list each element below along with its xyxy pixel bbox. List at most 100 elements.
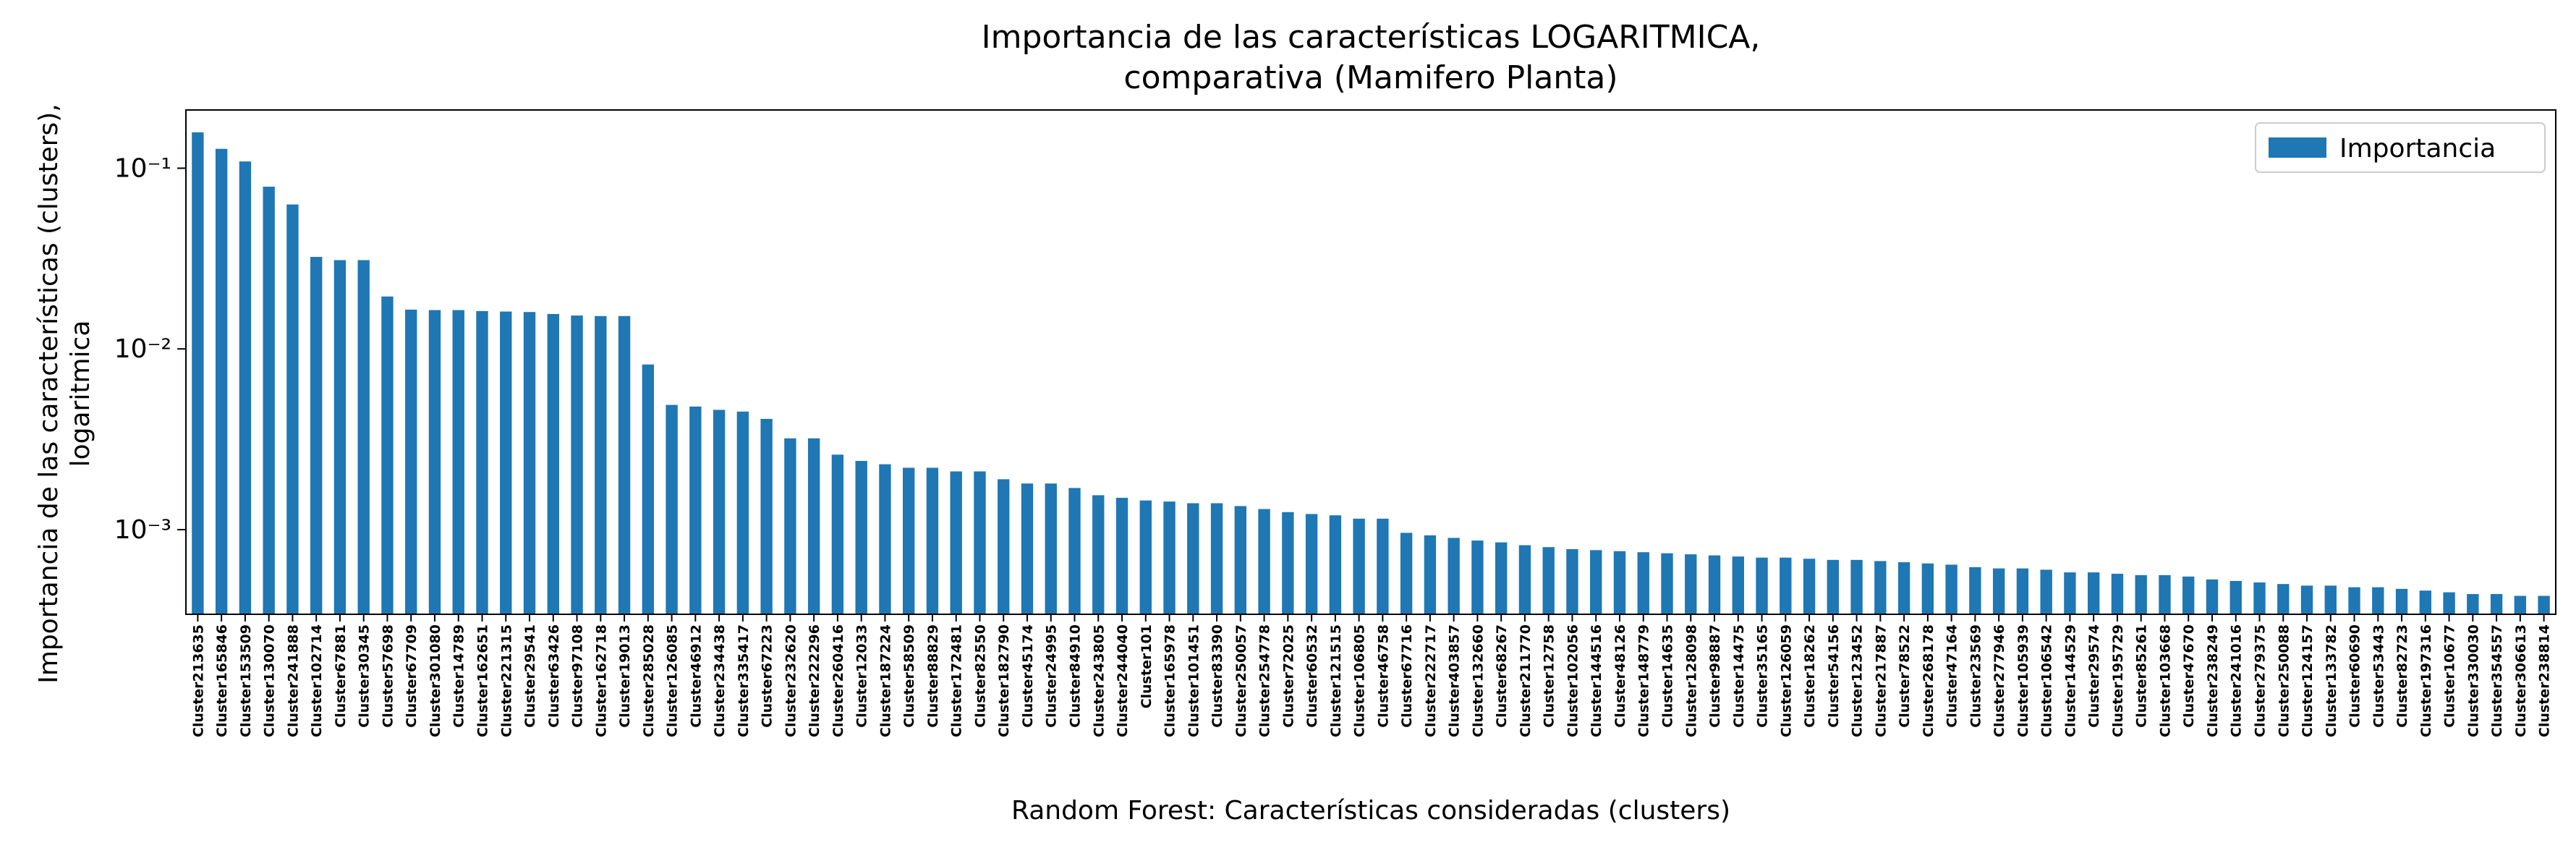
x-tick-label: Cluster162718 xyxy=(593,624,609,737)
x-tick-label: Cluster53443 xyxy=(2371,624,2386,728)
bar xyxy=(1045,483,1057,614)
x-tick-label: Cluster232620 xyxy=(783,624,799,737)
x-tick-label: Cluster268178 xyxy=(1921,624,1937,737)
bar xyxy=(2514,595,2527,614)
x-tick-label: Cluster19013 xyxy=(617,624,633,728)
bar xyxy=(357,260,370,614)
x-tick-label: Cluster106805 xyxy=(1352,624,1368,737)
x-tick-label: Cluster97108 xyxy=(570,624,586,728)
x-tick-label: Cluster102056 xyxy=(1565,624,1581,737)
bar xyxy=(1708,555,1721,614)
x-tick-label: Cluster47164 xyxy=(1944,624,1960,728)
x-tick-label: Cluster144529 xyxy=(2062,624,2078,737)
bar xyxy=(1590,550,1602,614)
legend-box xyxy=(2255,122,2546,173)
bar xyxy=(618,315,631,614)
x-tick-label: Cluster126085 xyxy=(665,624,681,737)
x-tick-label: Cluster330030 xyxy=(2465,624,2481,737)
x-tick-label: Cluster241016 xyxy=(2229,624,2245,737)
bar xyxy=(263,187,275,614)
bar xyxy=(902,467,915,614)
y-tick-label: 10⁻¹ xyxy=(114,153,171,183)
x-tick-label: Cluster12033 xyxy=(854,624,870,728)
bar xyxy=(2253,582,2266,614)
bar xyxy=(1329,515,1342,614)
x-tick-label: Cluster67709 xyxy=(404,624,420,728)
x-tick-label: Cluster60690 xyxy=(2347,624,2363,728)
x-tick-label: Cluster101451 xyxy=(1186,624,1202,737)
bar xyxy=(1827,559,1840,614)
y-tick-label: 10⁻² xyxy=(114,334,171,364)
bar xyxy=(1163,501,1176,614)
x-tick-label: Cluster403857 xyxy=(1447,624,1463,737)
bar xyxy=(1305,514,1318,614)
bar xyxy=(2538,595,2550,614)
x-tick-label: Cluster78522 xyxy=(1897,624,1913,728)
x-tick-label: Cluster103668 xyxy=(2157,624,2173,737)
bar xyxy=(1921,563,1934,614)
x-tick-label: Cluster217887 xyxy=(1873,624,1889,737)
bar xyxy=(310,257,323,614)
bar xyxy=(1353,518,1365,614)
bar xyxy=(452,310,464,614)
x-tick-label: Cluster197316 xyxy=(2418,624,2434,737)
plot-frame xyxy=(185,109,2556,615)
x-tick-label: Cluster23569 xyxy=(1968,624,1984,728)
x-tick-label: Cluster82550 xyxy=(972,624,988,728)
bar xyxy=(831,454,844,614)
bar xyxy=(2064,572,2076,614)
x-tick-label: Cluster162651 xyxy=(475,624,491,737)
x-tick-label: Cluster306613 xyxy=(2513,624,2529,737)
bar xyxy=(950,471,962,614)
x-tick-label: Cluster54156 xyxy=(1826,624,1842,728)
bar xyxy=(1874,561,1887,614)
bar xyxy=(1187,503,1199,614)
bar xyxy=(547,313,559,614)
x-tick-label: Cluster244040 xyxy=(1115,624,1131,737)
x-tick-label: Cluster195729 xyxy=(2110,624,2126,737)
bar xyxy=(1637,552,1649,614)
bar xyxy=(1448,538,1460,614)
bar xyxy=(1234,506,1247,614)
x-tick-label: Cluster105939 xyxy=(2015,624,2031,737)
x-tick-label: Cluster63426 xyxy=(546,624,562,728)
x-tick-label: Cluster277946 xyxy=(1991,624,2007,737)
x-tick-label: Cluster46758 xyxy=(1375,624,1391,728)
x-tick-label: Cluster67716 xyxy=(1399,624,1415,728)
x-tick-label: Cluster35165 xyxy=(1755,624,1771,728)
x-tick-label: Cluster241888 xyxy=(285,624,301,737)
x-tick-label: Cluster132660 xyxy=(1470,624,1486,737)
bar xyxy=(500,311,512,614)
bar xyxy=(239,161,252,614)
x-tick-label: Cluster254778 xyxy=(1257,624,1273,737)
bar xyxy=(571,315,583,614)
x-tick-label: Cluster98887 xyxy=(1707,624,1723,728)
bar xyxy=(1756,557,1768,614)
x-tick-label: Cluster102714 xyxy=(309,624,325,737)
bar xyxy=(1115,498,1128,614)
bar xyxy=(879,464,891,614)
x-tick-label: Cluster58509 xyxy=(901,624,917,728)
x-tick-label: Cluster130070 xyxy=(262,624,278,737)
bar xyxy=(1992,568,2005,614)
x-tick-label: Cluster67881 xyxy=(333,624,349,728)
x-tick-label: Cluster12758 xyxy=(1542,624,1557,728)
bar xyxy=(2348,587,2360,614)
bar xyxy=(2206,579,2219,614)
x-tick-label: Cluster250088 xyxy=(2276,624,2292,737)
legend-label: Importancia xyxy=(2339,134,2496,164)
x-tick-label: Cluster60532 xyxy=(1304,624,1320,728)
x-tick-label: Cluster222717 xyxy=(1423,624,1439,737)
bar xyxy=(595,315,607,614)
x-tick-label: Cluster144516 xyxy=(1589,624,1604,737)
x-tick-label: Cluster165978 xyxy=(1162,624,1178,737)
bar xyxy=(1969,567,1981,614)
x-tick-label: Cluster234438 xyxy=(712,624,728,737)
x-tick-label: Cluster243805 xyxy=(1091,624,1107,737)
bar xyxy=(1566,548,1578,614)
bar xyxy=(1732,556,1744,614)
bar xyxy=(1258,509,1270,614)
bar xyxy=(1282,512,1294,614)
bar xyxy=(2111,573,2124,614)
